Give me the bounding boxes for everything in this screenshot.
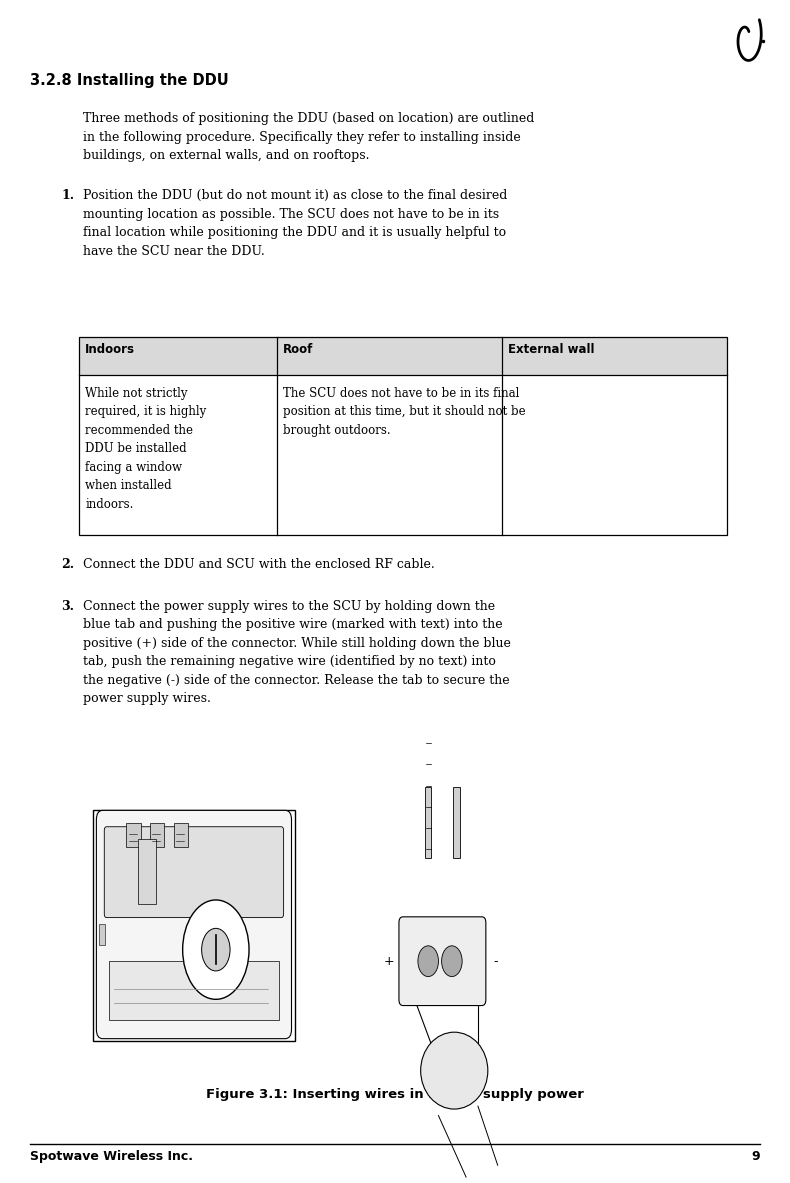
Text: Three methods of positioning the DDU (based on location) are outlined
in the fol: Three methods of positioning the DDU (ba…: [83, 112, 534, 162]
Text: While not strictly
required, it is highly
recommended the
DDU be installed
facin: While not strictly required, it is highl…: [85, 387, 206, 511]
Bar: [150, 823, 164, 847]
Bar: [99, 924, 105, 945]
Text: Figure 3.1: Inserting wires in SCU to supply power: Figure 3.1: Inserting wires in SCU to su…: [206, 1088, 584, 1101]
Bar: [126, 823, 141, 847]
FancyBboxPatch shape: [104, 827, 284, 918]
Bar: [425, 787, 431, 858]
Text: 2.: 2.: [62, 558, 75, 571]
Text: 9: 9: [751, 1150, 760, 1163]
Text: 1.: 1.: [62, 189, 75, 202]
Bar: [453, 787, 460, 858]
Circle shape: [182, 900, 249, 1000]
Circle shape: [201, 929, 230, 971]
Text: 3.2.8 Installing the DDU: 3.2.8 Installing the DDU: [30, 73, 229, 89]
Text: Spotwave Wireless Inc.: Spotwave Wireless Inc.: [30, 1150, 193, 1163]
Circle shape: [418, 946, 438, 977]
Text: -: -: [494, 955, 498, 968]
Text: External wall: External wall: [508, 343, 594, 356]
Text: Indoors: Indoors: [85, 343, 135, 356]
Bar: [109, 961, 279, 1020]
Ellipse shape: [421, 1032, 488, 1110]
Text: Connect the DDU and SCU with the enclosed RF cable.: Connect the DDU and SCU with the enclose…: [83, 558, 435, 571]
Bar: [93, 810, 295, 1041]
Bar: [79, 337, 727, 535]
Text: +: +: [383, 955, 394, 968]
Bar: [174, 823, 188, 847]
Bar: [138, 839, 156, 904]
FancyBboxPatch shape: [96, 810, 292, 1039]
Text: 3.: 3.: [62, 600, 74, 613]
Circle shape: [442, 946, 462, 977]
Text: The SCU does not have to be in its final
position at this time, but it should no: The SCU does not have to be in its final…: [283, 387, 525, 437]
Text: Position the DDU (but do not mount it) as close to the final desired
mounting lo: Position the DDU (but do not mount it) a…: [83, 189, 507, 258]
Text: Connect the power supply wires to the SCU by holding down the
blue tab and pushi: Connect the power supply wires to the SC…: [83, 600, 511, 705]
Bar: [79, 337, 727, 375]
Text: Roof: Roof: [283, 343, 313, 356]
FancyBboxPatch shape: [399, 917, 486, 1006]
